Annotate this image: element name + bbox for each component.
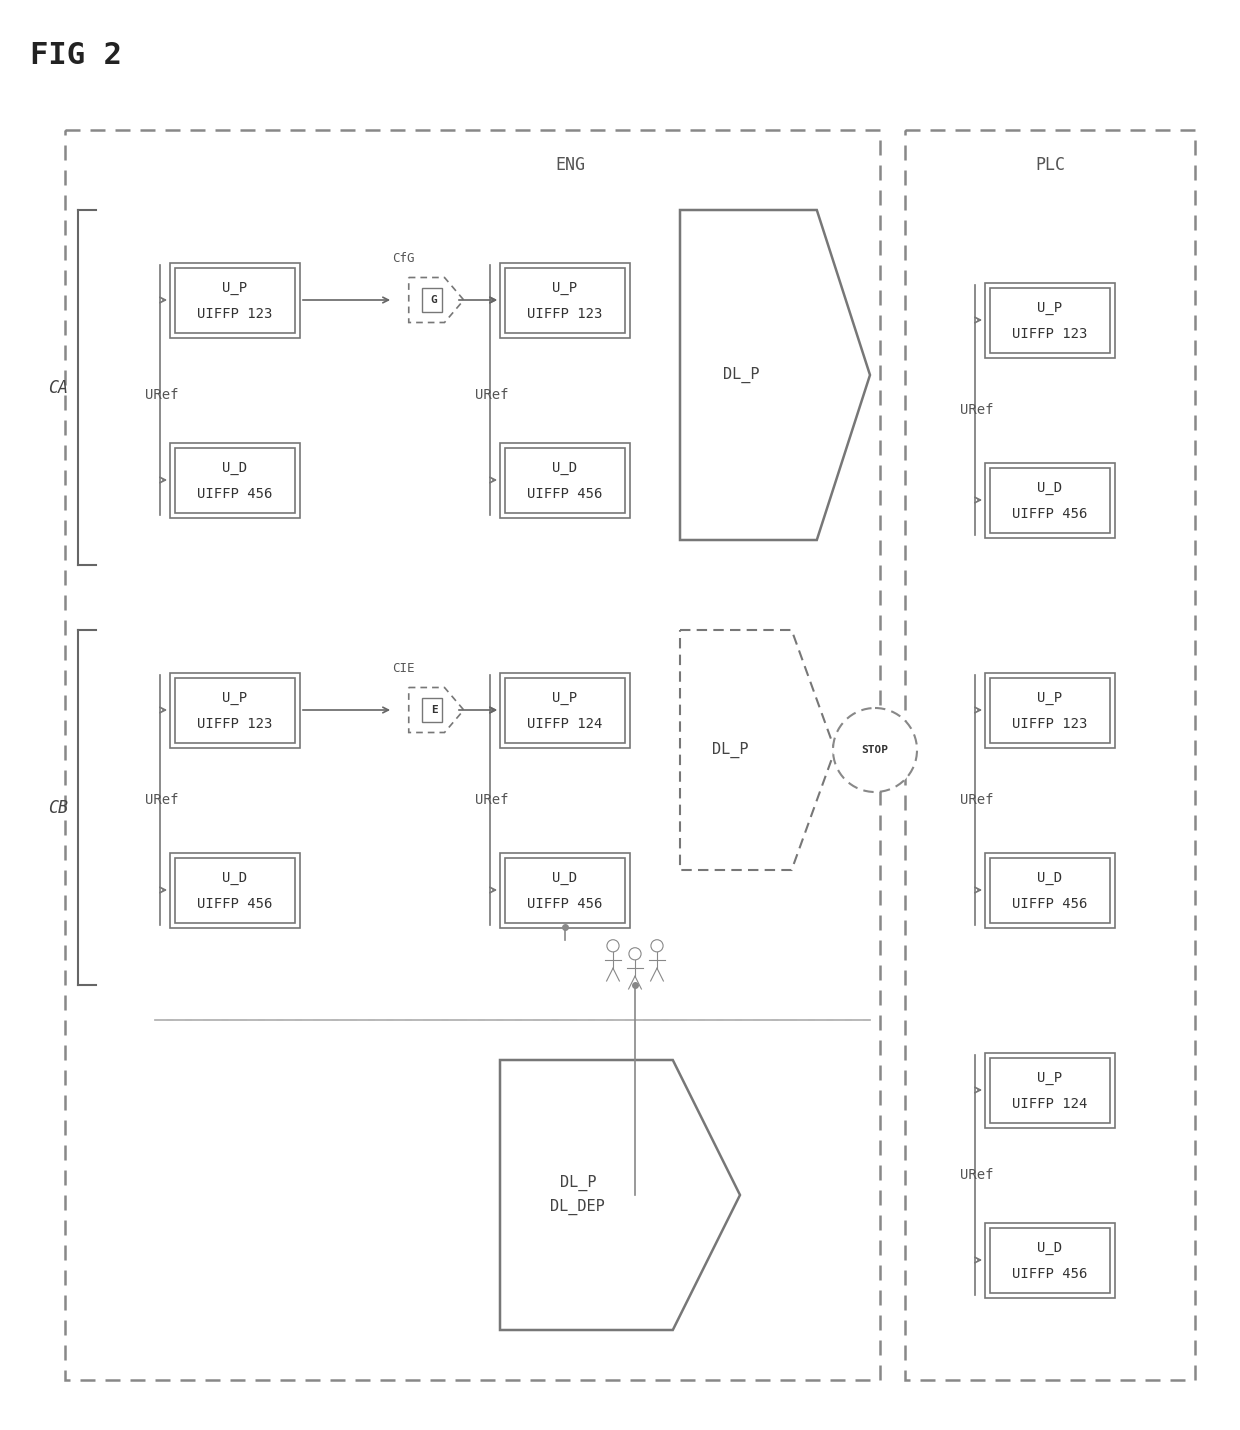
Text: U_D: U_D [222, 871, 248, 885]
Bar [990, 1058, 1110, 1123]
Text: DL_P: DL_P [559, 1175, 596, 1191]
Bar [990, 678, 1110, 744]
Bar [985, 1223, 1115, 1298]
Text: UIFFP 123: UIFFP 123 [197, 307, 273, 320]
Text: UIFFP 456: UIFFP 456 [1012, 897, 1087, 911]
Bar [170, 263, 300, 337]
Bar [170, 854, 300, 928]
Text: UIFFP 123: UIFFP 123 [197, 716, 273, 731]
Polygon shape [409, 688, 464, 732]
Bar [905, 130, 1195, 1380]
Circle shape [629, 948, 641, 960]
Text: UIFFP 456: UIFFP 456 [197, 897, 273, 911]
Text: U_P: U_P [222, 282, 248, 295]
Text: U_D: U_D [1038, 480, 1063, 495]
Text: U_P: U_P [1038, 691, 1063, 705]
Bar [990, 468, 1110, 533]
Bar [990, 1228, 1110, 1293]
Bar [990, 287, 1110, 353]
Bar [505, 858, 625, 922]
Bar [500, 263, 630, 337]
Circle shape [606, 940, 619, 952]
Circle shape [833, 708, 918, 792]
Bar [500, 443, 630, 518]
Text: CfG: CfG [392, 252, 414, 265]
Text: ENG: ENG [556, 156, 585, 174]
Polygon shape [409, 277, 464, 323]
Text: URef: URef [960, 403, 993, 418]
Text: U_P: U_P [1038, 300, 1063, 315]
Text: UIFFP 123: UIFFP 123 [527, 307, 603, 320]
Text: UIFFP 123: UIFFP 123 [1012, 716, 1087, 731]
Text: UIFFP 456: UIFFP 456 [197, 488, 273, 500]
Text: UIFFP 456: UIFFP 456 [1012, 508, 1087, 521]
Text: U_D: U_D [553, 460, 578, 475]
Text: CIE: CIE [392, 662, 414, 675]
Text: U_P: U_P [222, 691, 248, 705]
Bar [985, 463, 1115, 538]
Text: URef: URef [475, 388, 508, 402]
Bar [985, 854, 1115, 928]
Text: U_D: U_D [1038, 1241, 1063, 1256]
Bar [423, 287, 441, 312]
Bar [64, 130, 880, 1380]
Text: U_D: U_D [1038, 871, 1063, 885]
Text: U_P: U_P [553, 282, 578, 295]
Polygon shape [680, 631, 835, 869]
Text: DL_P: DL_P [712, 742, 749, 758]
Bar [990, 858, 1110, 922]
Bar [505, 267, 625, 333]
Text: E: E [430, 705, 438, 715]
Text: UIFFP 124: UIFFP 124 [527, 716, 603, 731]
Bar [175, 267, 295, 333]
Text: STOP: STOP [862, 745, 889, 755]
Text: URef: URef [475, 794, 508, 807]
Bar [423, 698, 441, 722]
Text: CB: CB [48, 798, 68, 817]
Text: U_P: U_P [1038, 1071, 1063, 1085]
Bar [985, 283, 1115, 358]
Text: FIG 2: FIG 2 [30, 40, 122, 70]
Text: URef: URef [145, 794, 179, 807]
Text: PLC: PLC [1035, 156, 1065, 174]
Text: DL_P: DL_P [723, 368, 760, 383]
Text: UIFFP 123: UIFFP 123 [1012, 327, 1087, 340]
Bar [985, 1052, 1115, 1128]
Bar [175, 448, 295, 513]
Text: U_D: U_D [553, 871, 578, 885]
Text: URef: URef [960, 1168, 993, 1183]
Bar [505, 678, 625, 744]
Text: G: G [430, 295, 438, 305]
Text: U_P: U_P [553, 691, 578, 705]
Bar [175, 858, 295, 922]
Polygon shape [500, 1060, 740, 1330]
Bar [170, 443, 300, 518]
Bar [175, 678, 295, 744]
Text: URef: URef [145, 388, 179, 402]
Text: URef: URef [960, 794, 993, 807]
Circle shape [651, 940, 663, 952]
Text: U_D: U_D [222, 460, 248, 475]
Polygon shape [680, 210, 870, 541]
Text: UIFFP 456: UIFFP 456 [527, 488, 603, 500]
Bar [505, 448, 625, 513]
Text: UIFFP 456: UIFFP 456 [1012, 1267, 1087, 1281]
Bar [985, 674, 1115, 748]
Bar [500, 854, 630, 928]
Text: UIFFP 124: UIFFP 124 [1012, 1097, 1087, 1111]
Text: UIFFP 456: UIFFP 456 [527, 897, 603, 911]
Bar [500, 674, 630, 748]
Text: DL_DEP: DL_DEP [551, 1198, 605, 1216]
Bar [170, 674, 300, 748]
Text: CA: CA [48, 379, 68, 396]
